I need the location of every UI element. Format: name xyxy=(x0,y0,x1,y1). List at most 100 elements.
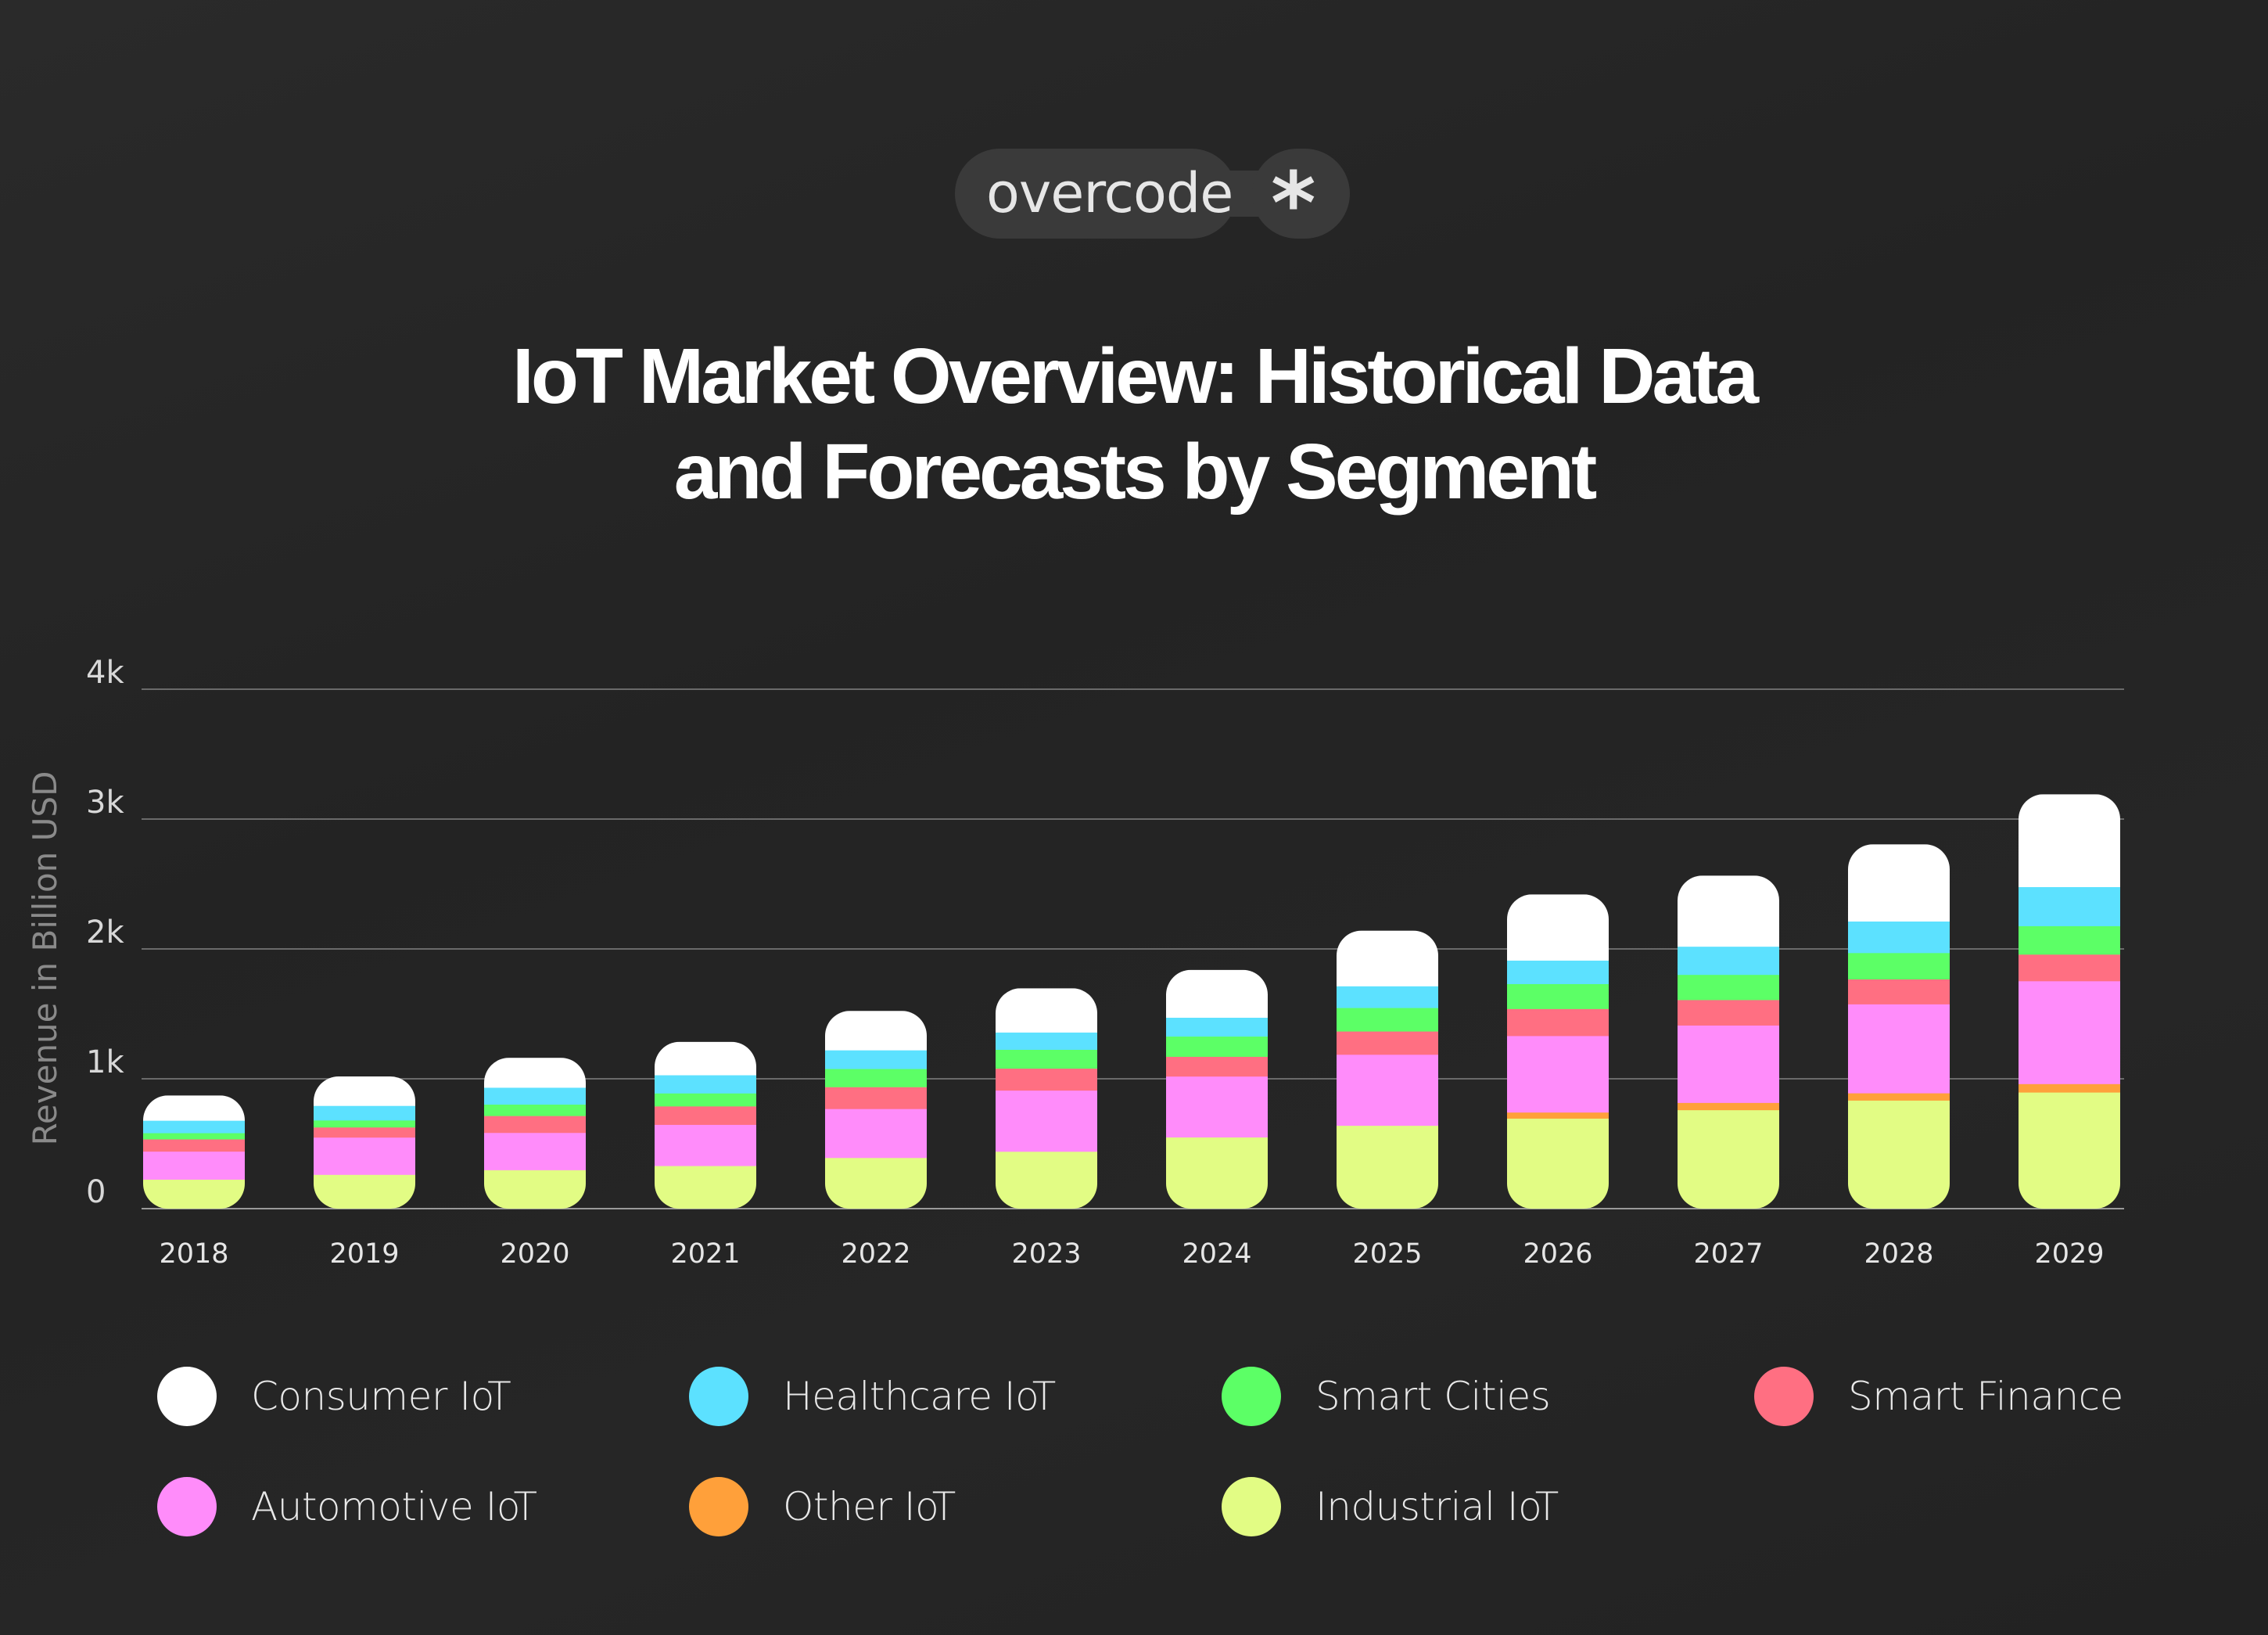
legend-item-automotive-iot: Automotive IoT xyxy=(157,1477,537,1536)
bar-segment-automotive-iot xyxy=(655,1124,756,1166)
bar-segment-other-iot xyxy=(1678,1102,1779,1111)
bar-stack-2019 xyxy=(314,1076,415,1209)
bar-segment-smart-finance xyxy=(2019,954,2120,982)
bar-segment-healthcare-iot xyxy=(143,1120,245,1134)
bar-segment-smart-cities xyxy=(1507,983,1609,1009)
bar-segment-consumer-iot xyxy=(1848,844,1950,922)
bar-stack-2022 xyxy=(825,1011,927,1209)
bar-segment-industrial-iot xyxy=(314,1174,415,1209)
bar-segment-consumer-iot xyxy=(1166,969,1268,1018)
bar-segment-healthcare-iot xyxy=(996,1032,1097,1050)
legend-item-smart-finance: Smart Finance xyxy=(1754,1367,2123,1426)
bar-segment-industrial-iot xyxy=(655,1166,756,1209)
y-tick-label: 3k xyxy=(86,785,124,821)
bar-segment-smart-cities xyxy=(2019,925,2120,955)
legend-label: Other IoT xyxy=(783,1484,956,1529)
bar-segment-smart-cities xyxy=(143,1133,245,1140)
bar-segment-industrial-iot xyxy=(143,1179,245,1209)
bar-segment-consumer-iot xyxy=(2019,794,2120,887)
bar-segment-smart-cities xyxy=(1848,952,1950,980)
bar-segment-healthcare-iot xyxy=(1337,986,1438,1008)
legend-item-healthcare-iot: Healthcare IoT xyxy=(689,1367,1056,1426)
legend-swatch xyxy=(689,1477,748,1536)
bar-segment-automotive-iot xyxy=(825,1109,927,1159)
bar-segment-consumer-iot xyxy=(143,1095,245,1121)
legend-item-consumer-iot: Consumer IoT xyxy=(157,1367,511,1426)
bar-segment-smart-finance xyxy=(1848,979,1950,1004)
bar-segment-healthcare-iot xyxy=(2019,886,2120,926)
bar-segment-automotive-iot xyxy=(1507,1035,1609,1113)
x-tick-label: 2028 xyxy=(1864,1238,1933,1270)
bar-segment-consumer-iot xyxy=(825,1011,927,1051)
bar-stack-2027 xyxy=(1678,875,1779,1209)
bar-segment-smart-cities xyxy=(1337,1008,1438,1032)
legend-item-other-iot: Other IoT xyxy=(689,1477,956,1536)
y-tick-label: 1k xyxy=(86,1044,124,1080)
x-tick-label: 2026 xyxy=(1523,1238,1592,1270)
bar-stack-2021 xyxy=(655,1041,756,1209)
x-tick-label: 2029 xyxy=(2034,1238,2104,1270)
x-tick-label: 2024 xyxy=(1182,1238,1251,1270)
bar-segment-healthcare-iot xyxy=(1166,1017,1268,1037)
bar-segment-smart-finance xyxy=(1337,1031,1438,1055)
bar-segment-smart-cities xyxy=(1678,974,1779,1001)
bar-segment-healthcare-iot xyxy=(1507,960,1609,984)
bar-segment-healthcare-iot xyxy=(655,1075,756,1094)
x-tick-label: 2020 xyxy=(500,1238,569,1270)
bar-segment-industrial-iot xyxy=(1337,1125,1438,1209)
legend-label: Automotive IoT xyxy=(251,1484,537,1529)
bar-segment-smart-cities xyxy=(655,1093,756,1107)
bar-segment-automotive-iot xyxy=(1166,1076,1268,1138)
y-tick-label: 0 xyxy=(86,1174,106,1210)
y-tick-label: 2k xyxy=(86,915,124,950)
bar-stack-2026 xyxy=(1507,894,1609,1209)
bar-segment-consumer-iot xyxy=(314,1076,415,1106)
bar-stack-2029 xyxy=(2019,794,2120,1209)
x-tick-label: 2023 xyxy=(1011,1238,1081,1270)
legend-label: Consumer IoT xyxy=(251,1374,511,1419)
overcode-logo: overcode * xyxy=(955,149,1350,253)
x-tick-label: 2022 xyxy=(841,1238,910,1270)
legend-label: Smart Cities xyxy=(1315,1374,1551,1419)
bar-segment-automotive-iot xyxy=(1848,1004,1950,1094)
bar-segment-smart-finance xyxy=(655,1105,756,1125)
bar-segment-automotive-iot xyxy=(314,1137,415,1175)
bar-segment-healthcare-iot xyxy=(1848,921,1950,954)
bar-segment-industrial-iot xyxy=(484,1170,586,1209)
y-tick-label: 4k xyxy=(86,655,124,691)
bar-segment-smart-cities xyxy=(825,1069,927,1087)
bar-segment-industrial-iot xyxy=(996,1151,1097,1209)
bar-segment-healthcare-iot xyxy=(484,1087,586,1105)
bar-segment-smart-finance xyxy=(1678,999,1779,1026)
bar-segment-consumer-iot xyxy=(1507,894,1609,961)
bar-segment-consumer-iot xyxy=(1678,875,1779,947)
bar-segment-industrial-iot xyxy=(1166,1137,1268,1209)
bar-segment-smart-cities xyxy=(996,1049,1097,1069)
bar-segment-smart-cities xyxy=(484,1104,586,1116)
bar-segment-consumer-iot xyxy=(655,1041,756,1076)
legend-item-smart-cities: Smart Cities xyxy=(1222,1367,1551,1426)
bar-segment-smart-cities xyxy=(314,1119,415,1128)
legend-swatch xyxy=(1222,1477,1281,1536)
bar-segment-industrial-iot xyxy=(1848,1100,1950,1209)
legend-swatch xyxy=(689,1367,748,1426)
bar-segment-smart-cities xyxy=(1166,1036,1268,1057)
logo-circle xyxy=(1252,149,1350,239)
bar-stack-2023 xyxy=(996,988,1097,1209)
bar-segment-healthcare-iot xyxy=(825,1050,927,1069)
chart-title-line-1: IoT Market Overview: Historical Data xyxy=(512,332,1759,420)
bar-segment-industrial-iot xyxy=(2019,1092,2120,1209)
x-tick-label: 2021 xyxy=(670,1238,740,1270)
legend-label: Healthcare IoT xyxy=(783,1374,1056,1419)
bar-segment-smart-finance xyxy=(996,1068,1097,1091)
asterisk-icon: * xyxy=(1271,153,1316,253)
x-tick-label: 2025 xyxy=(1352,1238,1422,1270)
bar-segment-smart-finance xyxy=(314,1127,415,1138)
bar-segment-consumer-iot xyxy=(1337,930,1438,986)
x-tick-label: 2018 xyxy=(159,1238,228,1270)
bar-segment-automotive-iot xyxy=(484,1132,586,1170)
legend-swatch xyxy=(157,1477,217,1536)
legend-label: Smart Finance xyxy=(1848,1374,2123,1419)
